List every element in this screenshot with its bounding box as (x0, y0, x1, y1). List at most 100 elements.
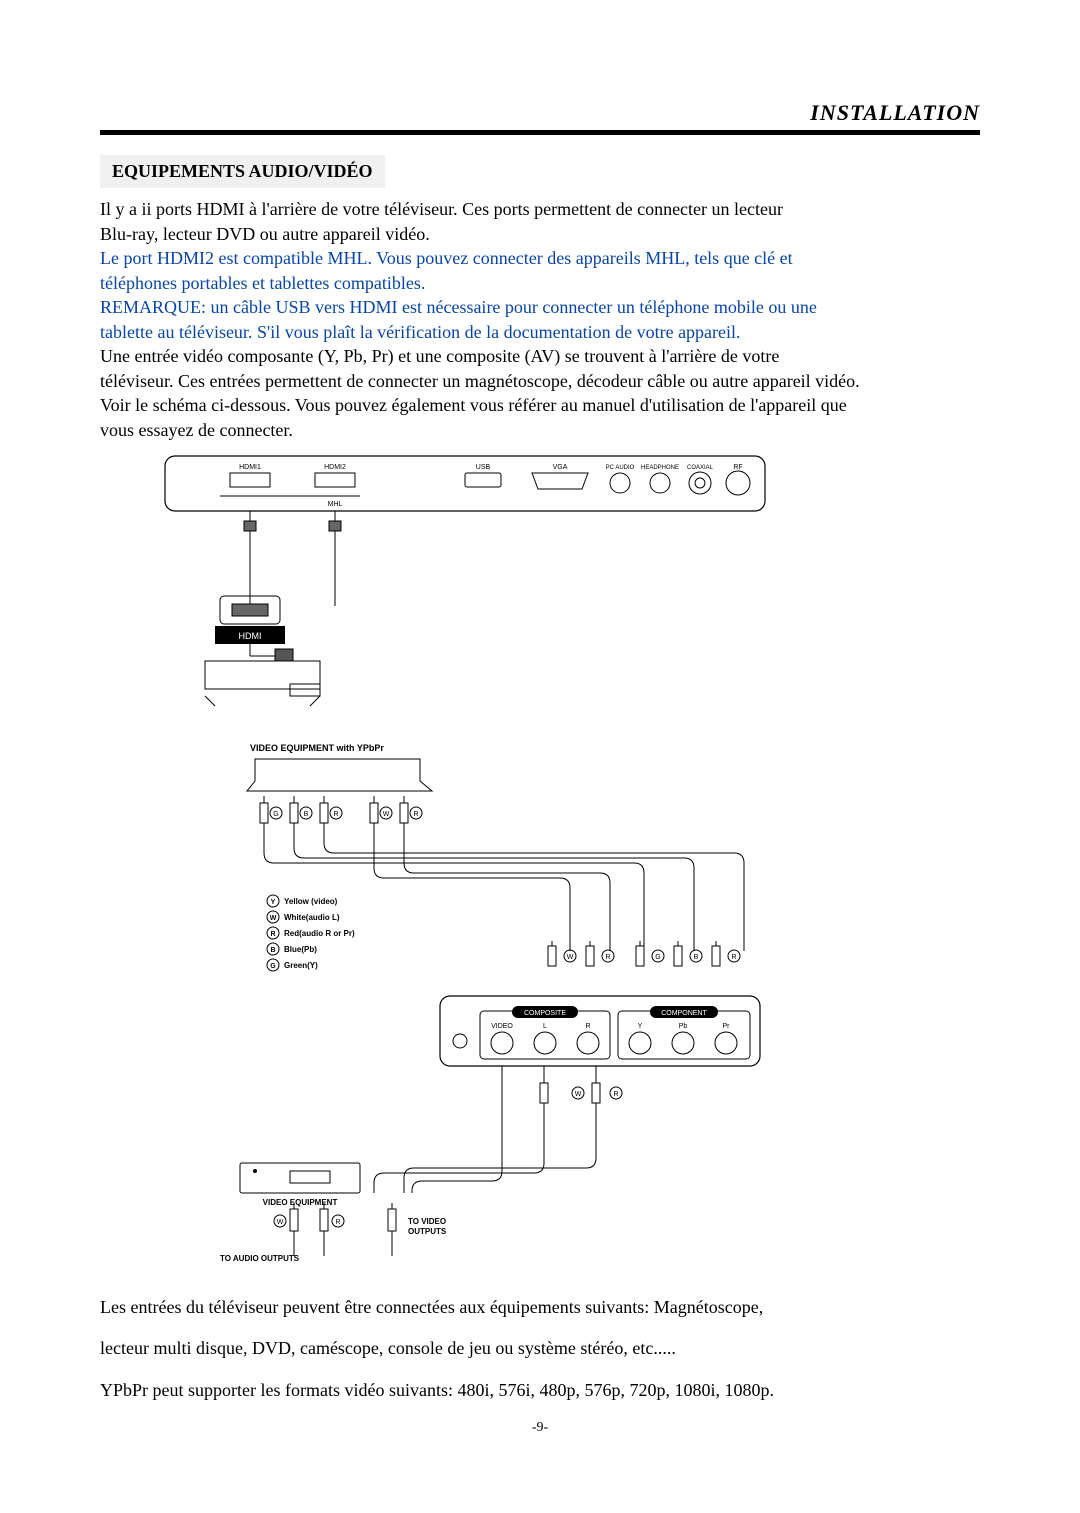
connection-diagram: HDMI1 HDMI2 MHL USB VGA PC AUDIO HEADPHO… (160, 451, 770, 1286)
manual-page: INSTALLATION EQUIPEMENTS AUDIO/VIDÉO Il … (0, 0, 1080, 1513)
jack-pr (715, 1032, 737, 1054)
svg-text:R: R (270, 931, 275, 938)
inputs-line-4: vous essayez de connecter. (100, 419, 980, 442)
svg-text:R: R (333, 811, 338, 818)
inputs-line-2: téléviseur. Ces entrées permettent de co… (100, 370, 980, 393)
port-hdmi2 (315, 473, 355, 487)
port-coaxial-inner (695, 478, 705, 488)
vcr-r-cable (404, 1103, 596, 1193)
svg-text:Blue(Pb): Blue(Pb) (284, 945, 317, 954)
mhl-note-1: Le port HDMI2 est compatible MHL. Vous p… (100, 247, 980, 270)
jack-y (629, 1032, 651, 1054)
svg-text:R: R (731, 954, 736, 961)
component-group (618, 1011, 750, 1059)
svg-text:Y: Y (271, 899, 276, 906)
label-vga: VGA (553, 464, 568, 471)
hdmi-label: HDMI (239, 631, 262, 641)
port-usb (465, 473, 501, 487)
audio-r-cable (404, 823, 610, 951)
label-pr: Pr (723, 1023, 731, 1030)
diagram-svg: HDMI1 HDMI2 MHL USB VGA PC AUDIO HEADPHO… (160, 451, 770, 1281)
rca-r-1: R (320, 796, 342, 823)
rca-g-1: G (260, 796, 282, 823)
component-label: COMPONENT (661, 1010, 707, 1017)
port-hdmi1 (230, 473, 270, 487)
to-audio-outputs: TO AUDIO OUTPUTS (220, 1254, 300, 1263)
audio-w-cable (374, 823, 570, 951)
to-video-outputs-b: OUTPUTS (408, 1227, 447, 1236)
inputs-line-1: Une entrée vidéo composante (Y, Pb, Pr) … (100, 345, 980, 368)
intro-line-1: Il y a ii ports HDMI à l'arrière de votr… (100, 198, 980, 221)
intro-line-2: Blu-ray, lecteur DVD ou autre appareil v… (100, 223, 980, 246)
label-l: L (543, 1023, 547, 1030)
hdmi2-plug (329, 521, 341, 531)
hdmi1-plug (244, 521, 256, 531)
jack-l (534, 1032, 556, 1054)
port-pcaudio (610, 473, 630, 493)
header-rule (100, 130, 980, 135)
port-coaxial-outer (689, 472, 711, 494)
svg-text:Yellow (video): Yellow (video) (284, 897, 338, 906)
svg-text:R: R (613, 1091, 618, 1098)
svg-text:B: B (270, 947, 275, 954)
page-number: -9- (100, 1420, 980, 1436)
svg-text:B: B (694, 954, 699, 961)
port-headphone (650, 473, 670, 493)
hdmi-player (205, 661, 320, 689)
composite-group (480, 1011, 610, 1059)
vcr-device (240, 1163, 360, 1193)
svg-text:G: G (273, 811, 278, 818)
vcr-label: VIDEO EQUIPMENT (263, 1198, 338, 1207)
composite-label: COMPOSITE (524, 1010, 566, 1017)
label-pcaudio: PC AUDIO (606, 465, 635, 471)
remarque-2: tablette au téléviseur. S'il vous plaît … (100, 321, 980, 344)
jack-r (577, 1032, 599, 1054)
svg-text:B: B (304, 811, 309, 818)
section-title: EQUIPEMENTS AUDIO/VIDÉO (100, 155, 385, 188)
mhl-note-2: téléphones portables et tablettes compat… (100, 272, 980, 295)
label-pb: Pb (679, 1023, 688, 1030)
label-video: VIDEO (491, 1023, 513, 1030)
label-headphone: HEADPHONE (641, 465, 679, 471)
vcr-rca-out: W R (540, 1077, 622, 1103)
svg-text:W: W (270, 915, 277, 922)
label-rf: RF (733, 464, 742, 471)
footer-line-2: lecteur multi disque, DVD, caméscope, co… (100, 1337, 980, 1360)
ypbpr-device (247, 759, 432, 791)
svg-text:Red(audio R or Pr): Red(audio R or Pr) (284, 929, 355, 938)
label-coaxial: COAXIAL (687, 465, 714, 471)
svg-text:R: R (335, 1219, 340, 1226)
label-usb: USB (476, 464, 491, 471)
inputs-line-3: Voir le schéma ci-dessous. Vous pouvez é… (100, 394, 980, 417)
label-r: R (585, 1023, 590, 1030)
port-rf (726, 471, 750, 495)
ypbpr-title: VIDEO EQUIPMENT with YPbPr (250, 743, 384, 753)
rca-r-2: R (400, 796, 422, 823)
remarque-1: REMARQUE: un câble USB vers HDMI est néc… (100, 296, 980, 319)
label-hdmi1: HDMI1 (239, 464, 261, 471)
label-hdmi2: HDMI2 (324, 464, 346, 471)
footer-line-3: YPbPr peut supporter les formats vidéo s… (100, 1379, 980, 1402)
svg-text:W: W (383, 811, 390, 818)
rca-b-1: B (290, 796, 312, 823)
jack-pb (672, 1032, 694, 1054)
svg-text:W: W (277, 1219, 284, 1226)
svg-text:Green(Y): Green(Y) (284, 961, 318, 970)
port-vga (532, 473, 588, 489)
to-video-outputs-a: TO VIDEO (408, 1217, 446, 1226)
ypbpr-r-cable (324, 823, 744, 951)
svg-text:R: R (413, 811, 418, 818)
hdmi-device-connector (275, 649, 293, 661)
vcr-y-cable (412, 1111, 502, 1193)
svg-text:W: W (575, 1091, 582, 1098)
page-header-title: INSTALLATION (100, 100, 980, 126)
vcr-w-cable (374, 1103, 544, 1193)
svg-text:R: R (605, 954, 610, 961)
jack-video (491, 1032, 513, 1054)
svg-text:W: W (567, 954, 574, 961)
rca-w-1: W (370, 796, 392, 823)
svg-text:White(audio L): White(audio L) (284, 913, 340, 922)
footer-line-1: Les entrées du téléviseur peuvent être c… (100, 1296, 980, 1319)
color-legend: Y Yellow (video) W White(audio L) R Red(… (267, 895, 355, 971)
vcr-output-row: W R (274, 1203, 396, 1231)
